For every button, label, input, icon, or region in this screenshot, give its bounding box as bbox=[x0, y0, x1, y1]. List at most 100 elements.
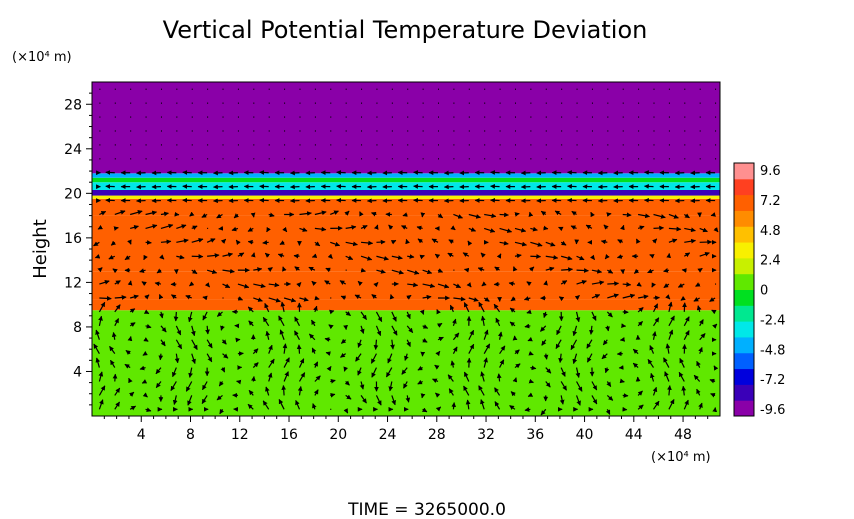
wind-vector-37 bbox=[668, 399, 675, 410]
colorbar-tick-label-0: 9.6 bbox=[760, 164, 781, 179]
wind-vector-522 bbox=[560, 240, 567, 246]
wind-vector-434 bbox=[464, 267, 470, 273]
wind-vector-89 bbox=[201, 381, 208, 391]
colorbar-segment-7 bbox=[734, 289, 754, 306]
wind-vector-259 bbox=[294, 316, 301, 327]
wind-vector-465 bbox=[311, 253, 318, 258]
time-label: TIME = 3265000.0 bbox=[347, 500, 506, 519]
temperature-layer-3 bbox=[92, 215, 720, 272]
wind-vector-72 bbox=[575, 395, 581, 406]
wind-vector-478 bbox=[514, 253, 522, 259]
wind-vector-13 bbox=[295, 399, 301, 410]
wind-vector-84 bbox=[128, 377, 133, 384]
wind-vector-221 bbox=[340, 338, 347, 344]
wind-vector-507 bbox=[330, 241, 341, 247]
wind-vector-378 bbox=[237, 283, 250, 289]
wind-vector-470 bbox=[391, 255, 403, 260]
wind-vector-463 bbox=[277, 253, 285, 258]
wind-vector-277 bbox=[572, 325, 578, 337]
wind-vector-289 bbox=[129, 308, 136, 314]
wind-vector-582 bbox=[216, 213, 223, 219]
colorbar-segment-9 bbox=[734, 257, 754, 275]
x-tick-label-8: 36 bbox=[526, 427, 544, 443]
wind-vector-111 bbox=[545, 381, 551, 388]
wind-vector-460 bbox=[237, 252, 245, 258]
wind-vector-566 bbox=[603, 224, 609, 230]
wind-vector-392 bbox=[453, 283, 462, 289]
y-tick-label-1: 8 bbox=[73, 320, 82, 336]
wind-vector-565 bbox=[585, 224, 593, 230]
wind-vector-153 bbox=[560, 367, 566, 377]
wind-vector-96 bbox=[314, 375, 321, 382]
wind-vector-53 bbox=[281, 385, 287, 396]
wind-vector-271 bbox=[480, 315, 486, 326]
wind-vector-220 bbox=[324, 337, 331, 342]
wind-vector-80 bbox=[696, 388, 701, 396]
wind-vector-64 bbox=[448, 388, 454, 396]
wind-vector-564 bbox=[570, 225, 577, 230]
wind-vector-108 bbox=[496, 373, 502, 382]
wind-vector-85 bbox=[141, 379, 148, 384]
wind-vector-558 bbox=[484, 227, 496, 233]
colorbar-ticks: 9.6 7.2 4.8 2.4 0 -2.4 -4.8 -7.2 -9.6 bbox=[760, 164, 785, 418]
wind-vector-474 bbox=[447, 252, 454, 258]
y-unit-label: (×10⁴ m) bbox=[12, 50, 72, 65]
wind-vector-550 bbox=[360, 225, 368, 230]
wind-vector-163 bbox=[713, 365, 719, 371]
wind-vector-493 bbox=[110, 240, 117, 246]
wind-vector-22 bbox=[435, 406, 442, 412]
wind-vector-451 bbox=[94, 253, 101, 259]
wind-vector-107 bbox=[480, 371, 485, 382]
wind-vector-614 bbox=[710, 212, 716, 217]
wind-vector-471 bbox=[407, 254, 415, 259]
wind-vector-468 bbox=[360, 255, 373, 261]
wind-vector-501 bbox=[235, 239, 241, 246]
wind-vector-410 bbox=[97, 267, 103, 273]
wind-vector-279 bbox=[605, 325, 610, 332]
wind-vector-21 bbox=[421, 407, 428, 413]
wind-vector-369 bbox=[99, 280, 110, 285]
wind-vector-428 bbox=[376, 269, 386, 274]
wind-vector-311 bbox=[463, 302, 470, 313]
wind-vector-467 bbox=[345, 255, 354, 260]
wind-vector-580 bbox=[189, 211, 195, 217]
wind-vector-574 bbox=[99, 210, 107, 216]
wind-vector-591 bbox=[359, 211, 364, 217]
wind-vector-26 bbox=[494, 401, 501, 410]
y-axis: 4 8 12 16 20 24 28 bbox=[64, 92, 92, 406]
wind-vector-150 bbox=[514, 363, 521, 369]
wind-vector-316 bbox=[543, 311, 548, 318]
x-tick-label-5: 24 bbox=[379, 427, 397, 443]
wind-vector-216 bbox=[265, 330, 271, 340]
wind-vector-592 bbox=[371, 211, 377, 217]
wind-vector-33 bbox=[605, 409, 611, 415]
wind-vector-329 bbox=[114, 295, 127, 300]
wind-vector-335 bbox=[202, 295, 208, 301]
wind-vector-418 bbox=[222, 268, 235, 274]
wind-vector-553 bbox=[401, 225, 408, 230]
y-axis-label: Height bbox=[30, 219, 51, 279]
wind-vector-359 bbox=[574, 294, 580, 301]
wind-vector-312 bbox=[478, 301, 485, 313]
wind-vector-332 bbox=[158, 294, 164, 300]
wind-vector-379 bbox=[253, 283, 266, 289]
wind-vector-453 bbox=[124, 255, 131, 261]
wind-vector-356 bbox=[523, 296, 531, 301]
wind-vector-229 bbox=[468, 329, 475, 341]
wind-vector-118 bbox=[650, 372, 655, 382]
x-tick-label-10: 44 bbox=[625, 427, 643, 443]
wind-vector-547 bbox=[314, 226, 327, 232]
wind-vector-551 bbox=[373, 224, 379, 230]
wind-vector-134 bbox=[268, 358, 275, 368]
wind-vector-158 bbox=[632, 362, 639, 369]
wind-vector-36 bbox=[653, 400, 660, 410]
wind-vector-146 bbox=[450, 360, 456, 368]
wind-vector-376 bbox=[204, 282, 211, 288]
wind-vector-514 bbox=[431, 238, 439, 244]
wind-vector-400 bbox=[576, 279, 587, 285]
wind-vector-589 bbox=[330, 210, 339, 216]
wind-vector-494 bbox=[127, 239, 132, 245]
wind-vector-404 bbox=[636, 281, 642, 287]
temperature-layer-0 bbox=[92, 310, 720, 416]
wind-vector-188 bbox=[468, 343, 475, 354]
